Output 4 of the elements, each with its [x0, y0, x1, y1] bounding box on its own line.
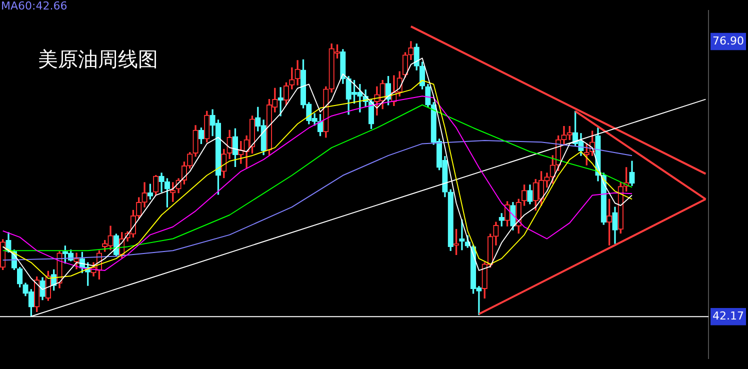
text: 美原油周线图	[38, 47, 158, 72]
y-tick-label: 76.90	[712, 34, 744, 48]
annotation: MA60:42.66	[1, 0, 68, 12]
y-tick-label: 42.17	[712, 310, 744, 323]
